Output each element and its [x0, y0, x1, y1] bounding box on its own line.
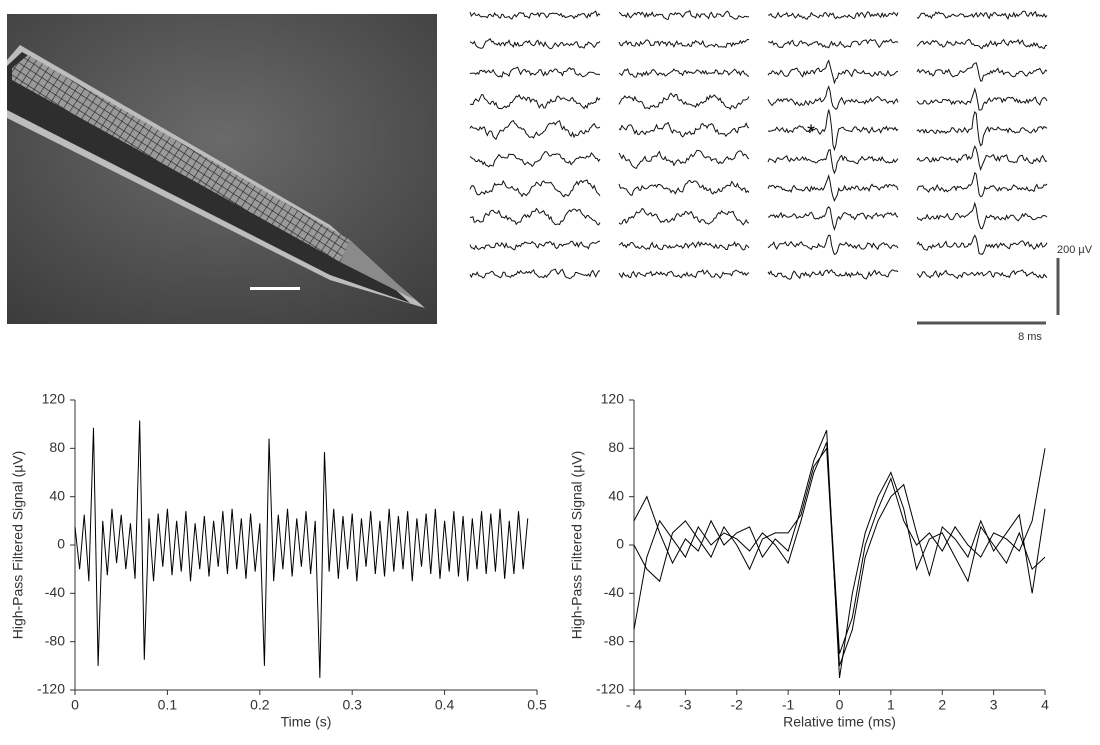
y-tick-label: 120: [42, 391, 66, 407]
trace: [916, 87, 1048, 111]
trace: [618, 149, 750, 170]
x-tick-label: 0.1: [158, 697, 178, 713]
x-tick-label: -1: [782, 697, 795, 713]
trace: [916, 269, 1048, 280]
trace: [618, 121, 750, 138]
trace-grid: [469, 9, 1048, 280]
trace: [469, 240, 600, 251]
trace: [767, 38, 899, 49]
trace: [618, 38, 750, 49]
trace: [469, 268, 601, 280]
trace: [767, 59, 898, 85]
trace: [618, 67, 750, 78]
y-tick-label: 0: [57, 536, 65, 552]
x-axis-label: Time (s): [281, 714, 332, 730]
trace: [916, 144, 1048, 172]
trace: [916, 234, 1048, 255]
trace: [767, 234, 899, 256]
x-tick-label: 4: [1041, 697, 1049, 713]
trace: [767, 174, 899, 202]
x-tick-label: 3: [990, 697, 998, 713]
y-tick-label: 0: [616, 536, 624, 552]
y-tick-label: -80: [604, 632, 624, 648]
trace: [916, 201, 1048, 230]
trace: [767, 149, 899, 175]
trace: [767, 11, 899, 20]
x-tick-label: -2: [731, 697, 744, 713]
trace: [767, 85, 899, 110]
trace: [767, 268, 899, 280]
y-tick-label: -40: [45, 584, 65, 600]
trace: [618, 240, 750, 251]
trace: [767, 109, 899, 152]
y-tick-label: 120: [601, 391, 625, 407]
x-tick-label: - 4: [626, 697, 643, 713]
x-tick-label: 0: [71, 697, 79, 713]
x-tick-label: 0: [836, 697, 844, 713]
marker: *: [807, 121, 815, 143]
data-line: [633, 442, 1046, 654]
x-tick-label: 0.5: [527, 697, 547, 713]
x-tick-label: 0.2: [250, 697, 270, 713]
trace: [618, 207, 750, 226]
trace: [916, 62, 1048, 82]
trace: [469, 66, 601, 78]
trace: [916, 111, 1048, 147]
data-line: [74, 420, 529, 678]
y-axis-label: High-Pass Filtered Signal (µV): [10, 451, 26, 640]
trace: [469, 10, 601, 20]
trace: [618, 92, 750, 111]
y-axis-label: High-Pass Filtered Signal (µV): [569, 451, 585, 640]
trace: [916, 171, 1048, 198]
trace: [469, 151, 601, 168]
y-tick-label: 80: [49, 439, 65, 455]
trace: [469, 120, 601, 141]
y-tick-label: -80: [45, 632, 65, 648]
trace: [768, 206, 899, 232]
data-line: [633, 430, 1046, 678]
y-tick-label: -120: [37, 681, 65, 697]
trace: [618, 179, 750, 197]
trace: [469, 38, 601, 50]
trace: [916, 38, 1048, 50]
trace: [916, 10, 1048, 20]
y-tick-label: -40: [604, 584, 624, 600]
scale-label-x: 8 ms: [1018, 331, 1042, 343]
y-tick-label: 40: [608, 487, 624, 503]
y-tick-label: 80: [608, 439, 624, 455]
trace: [469, 207, 601, 226]
trace: [618, 9, 750, 20]
x-tick-label: -3: [679, 697, 692, 713]
x-axis-label: Relative time (ms): [783, 714, 896, 730]
x-tick-label: 2: [938, 697, 946, 713]
trace: [469, 179, 601, 198]
trace: [618, 269, 750, 279]
scale-label-y: 200 µV: [1057, 244, 1093, 256]
x-tick-label: 1: [887, 697, 895, 713]
sem-image: [7, 14, 437, 324]
trace: [469, 94, 601, 110]
y-tick-label: -120: [596, 681, 624, 697]
x-tick-label: 0.3: [342, 697, 362, 713]
x-tick-label: 0.4: [435, 697, 455, 713]
data-line: [633, 446, 1046, 666]
y-tick-label: 40: [49, 487, 65, 503]
